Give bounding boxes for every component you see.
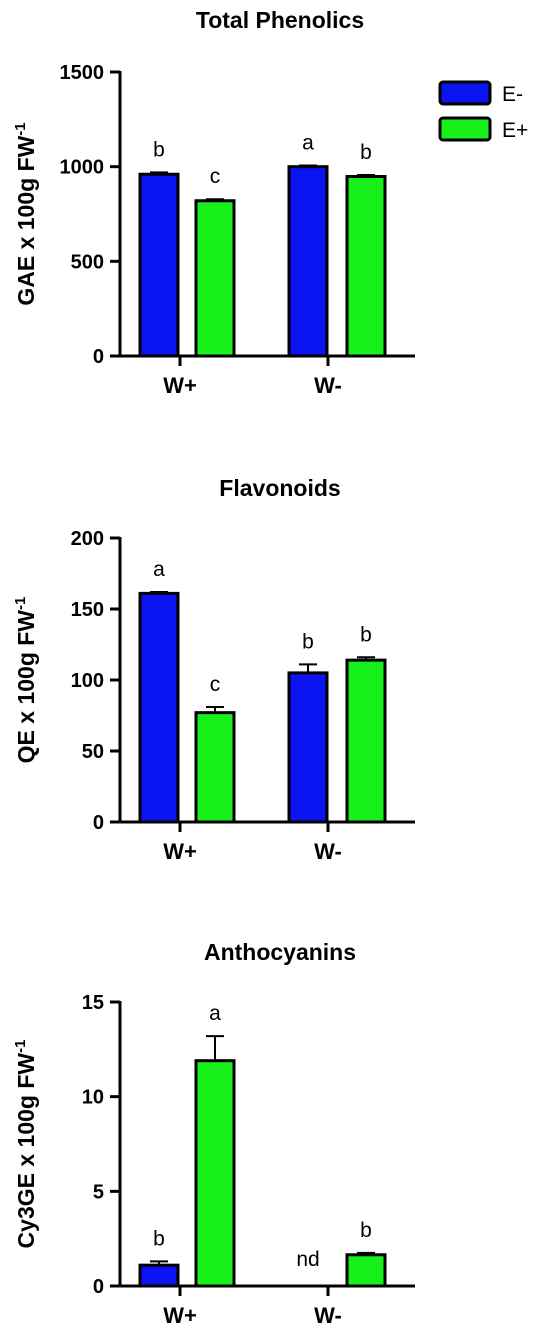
y-tick-label: 50 (82, 741, 104, 763)
legend-label-e-minus: E- (502, 83, 523, 106)
bar-w-plus-e-minus (138, 172, 180, 358)
chart-3: Anthocyanins Cy3GE x 100g FW-1 0 5 10 15 W+ W-b… (12, 939, 415, 1328)
x-tick-label-w-minus: W- (314, 373, 342, 398)
y-tick-label: 0 (93, 812, 104, 834)
significance-label-w-minus-e-plus: b (360, 141, 372, 164)
x-tick-label-w-plus: W+ (163, 839, 197, 864)
y-axis-label: QE x 100g FW-1 (12, 597, 39, 764)
bar-w-minus-e-plus (345, 658, 387, 824)
y-axis-label: GAE x 100g FW-1 (12, 122, 39, 305)
y-axis-label-superscript: -1 (12, 1040, 29, 1053)
y-axis-label-text: Cy3GE x 100g FW (13, 1053, 39, 1249)
bar-w-plus-e-minus (138, 1263, 180, 1288)
bar-w-plus-e-plus (194, 1059, 236, 1288)
y-axis-label-text: QE x 100g FW (13, 610, 39, 764)
significance-label-w-plus-e-plus: a (209, 1002, 221, 1025)
bar-w-minus-e-plus (345, 175, 387, 358)
x-tick-label-w-minus: W- (314, 1303, 342, 1328)
bar-w-minus-e-minus (287, 671, 329, 824)
significance-label-w-minus-e-minus: a (302, 132, 314, 155)
significance-label-w-plus-e-plus: c (210, 673, 221, 696)
significance-label-w-minus-e-minus: nd (296, 1248, 319, 1271)
y-tick-label: 1000 (60, 157, 105, 179)
legend-swatch-e-minus (438, 80, 492, 106)
chart-title: Flavonoids (219, 475, 340, 501)
y-tick-label: 100 (71, 670, 104, 692)
chart-title: Total Phenolics (196, 7, 364, 33)
y-axis-label-superscript: -1 (12, 122, 29, 135)
significance-label-w-plus-e-minus: a (153, 558, 165, 581)
y-tick-label: 15 (82, 992, 104, 1014)
legend-label-e-plus: E+ (502, 119, 528, 142)
y-tick-label: 150 (71, 599, 104, 621)
chart-title: Anthocyanins (204, 939, 356, 965)
y-tick-label: 10 (82, 1087, 104, 1109)
bar-w-plus-e-plus (194, 199, 236, 358)
chart-1: Total Phenolics GAE x 100g FW-1 0 500 1000 15… (12, 7, 415, 398)
significance-label-w-minus-e-plus: b (360, 623, 372, 646)
significance-label-w-minus-e-plus: b (360, 1219, 372, 1242)
legend-swatch-e-plus (438, 116, 492, 142)
significance-label-w-minus-e-minus: b (302, 630, 314, 653)
x-tick-label-w-minus: W- (314, 839, 342, 864)
y-tick-label: 500 (71, 251, 104, 273)
legend-item-e-minus: E- (438, 80, 523, 106)
significance-label-w-plus-e-plus: c (210, 165, 221, 188)
bar-w-plus-e-minus (138, 591, 180, 824)
x-tick-label-w-plus: W+ (163, 373, 197, 398)
bar-w-minus-e-plus (345, 1253, 387, 1288)
y-tick-label: 200 (71, 528, 104, 550)
bar-w-plus-e-plus (194, 711, 236, 824)
chart-2: Flavonoids QE x 100g FW-1 0 50 100 150 200 W+ W-… (12, 475, 415, 864)
y-tick-label: 5 (93, 1181, 104, 1203)
legend: E- E+ (438, 80, 528, 142)
y-axis-label: Cy3GE x 100g FW-1 (12, 1040, 39, 1249)
y-axis-label-text: GAE x 100g FW (13, 135, 39, 305)
y-axis-label-superscript: -1 (12, 597, 29, 610)
significance-label-w-plus-e-minus: b (153, 138, 165, 161)
x-tick-label-w-plus: W+ (163, 1303, 197, 1328)
significance-label-w-plus-e-minus: b (153, 1227, 165, 1250)
bar-w-minus-e-minus (287, 165, 329, 358)
y-tick-label: 1500 (60, 62, 105, 84)
y-tick-label: 0 (93, 346, 104, 368)
y-tick-label: 0 (93, 1276, 104, 1298)
legend-item-e-plus: E+ (438, 116, 528, 142)
